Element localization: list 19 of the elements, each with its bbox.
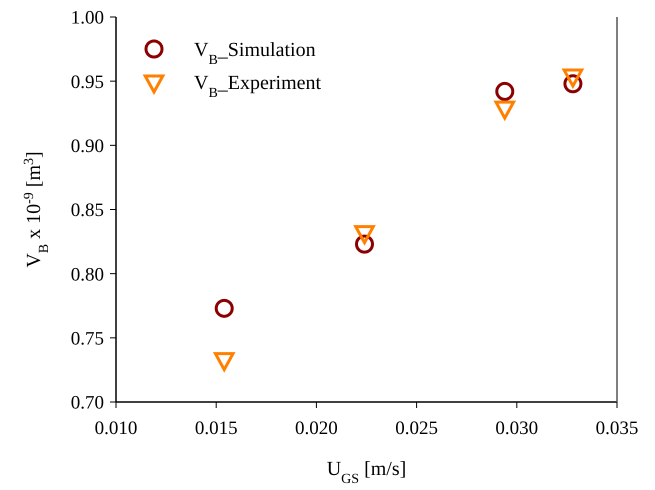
y-tick-label: 0.85 [70,200,104,222]
point [495,82,514,101]
y-tick-label: 0.70 [70,392,104,414]
y-tick-label: 0.75 [70,328,104,350]
legend-label: V$_{B}$_Experiment [194,72,322,100]
x-tick-label: 0.035 [596,418,638,439]
legend-label: V$_{B}$_Simulation [194,39,316,68]
y-tick-label: 0.90 [70,136,104,157]
x-tick-label: 0.025 [395,418,438,439]
y-tick-label: 0.95 [70,72,104,93]
x-tick-label: 0.020 [295,418,338,439]
y-tick-label: 0.80 [70,264,104,286]
point [354,225,375,244]
point [214,352,235,372]
x-tick-label: 0.010 [94,418,138,439]
x-tick-label: 0.030 [495,418,538,439]
x-tick-label: 0.015 [194,418,238,439]
x-axis-title: U$_{GS}$ [m/s] [326,458,406,486]
y-tick-label: 1.00 [70,8,104,29]
